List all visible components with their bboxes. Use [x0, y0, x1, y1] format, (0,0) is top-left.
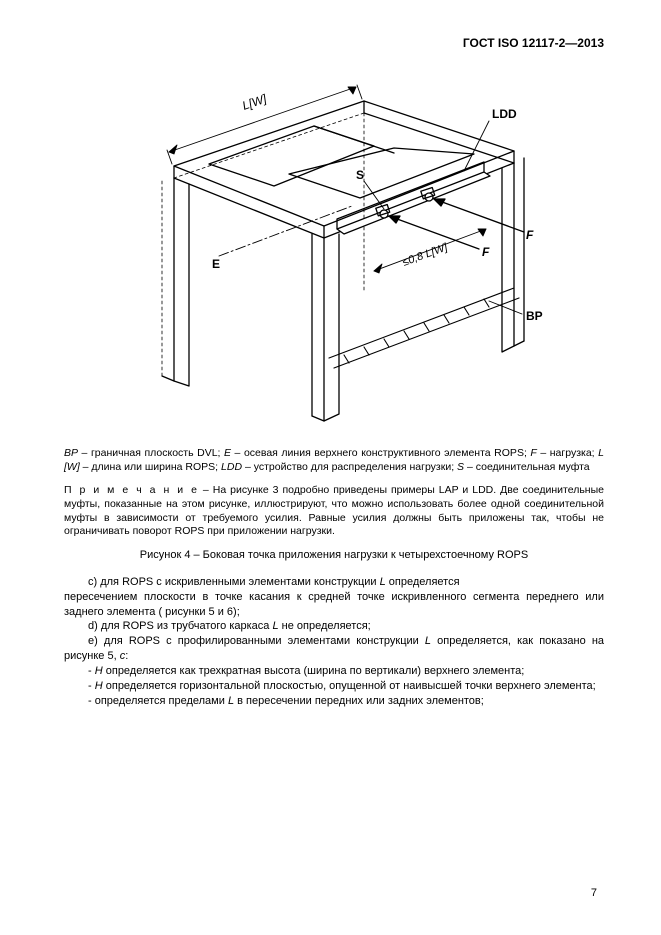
page-number: 7: [591, 887, 597, 899]
figure-legend: BP – граничная плоскость DVL; E – осевая…: [64, 446, 604, 474]
label-f2: F: [526, 228, 534, 242]
label-ldd: LDD: [492, 107, 517, 121]
label-f1: F: [482, 245, 490, 259]
body-text: c) для ROPS с искривленными элементами к…: [64, 575, 604, 709]
label-lw-top: L[W]: [240, 91, 269, 112]
label-bp: BP: [526, 309, 543, 323]
label-e: E: [212, 257, 220, 271]
standard-header: ГОСТ ISO 12117-2—2013: [64, 36, 604, 50]
figure-4: L[W] LDD S E F F ≤0,8 L[W] BP: [64, 56, 604, 436]
label-s: S: [356, 168, 364, 182]
label-lw-bottom: ≤0,8 L[W]: [401, 241, 450, 269]
figure-note: П р и м е ч а н и е – На рисунке 3 подро…: [64, 484, 604, 539]
figure-caption: Рисунок 4 – Боковая точка приложения наг…: [64, 549, 604, 561]
